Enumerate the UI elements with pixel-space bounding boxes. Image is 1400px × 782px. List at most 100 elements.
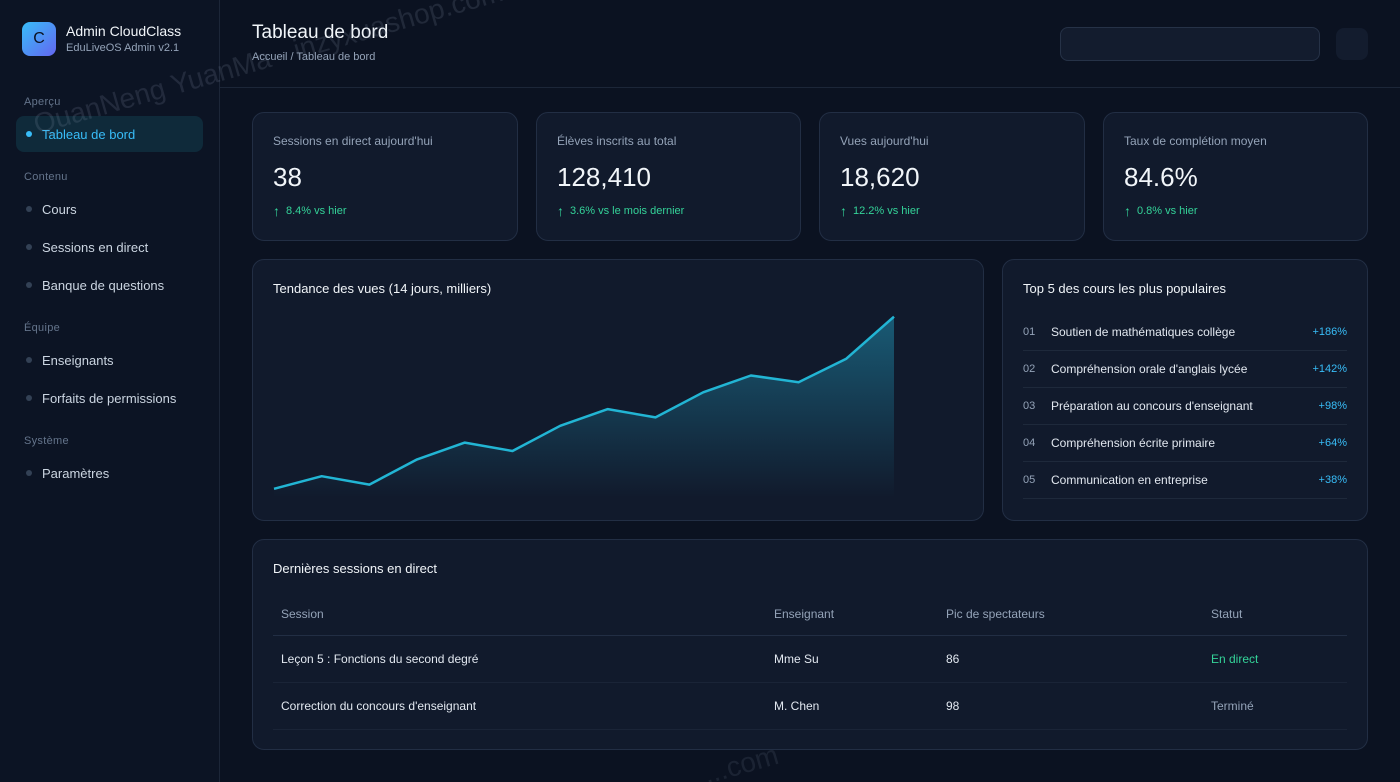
sidebar-item-label: Forfaits de permissions	[42, 390, 177, 406]
sidebar-item-label: Cours	[42, 201, 77, 217]
list-item[interactable]: 02 Compréhension orale d'anglais lycée +…	[1023, 351, 1347, 388]
stat-delta-text: 0.8% vs hier	[1137, 205, 1198, 217]
stat-value: 84.6%	[1124, 162, 1198, 192]
stat-label: Vues aujourd'hui	[840, 134, 929, 148]
nav-dot-icon	[26, 131, 32, 137]
status-badge: Terminé	[1203, 682, 1347, 730]
list-item[interactable]: 01 Soutien de mathématiques collège +186…	[1023, 314, 1347, 351]
sidebar-item-label: Paramètres	[42, 465, 110, 481]
sidebar-item-label: Sessions en direct	[42, 239, 149, 255]
course-growth: +186%	[1312, 326, 1347, 338]
sidebar-item-courses[interactable]: Cours	[16, 191, 203, 227]
stat-label: Taux de complétion moyen	[1124, 134, 1267, 148]
sidebar-item-question-bank[interactable]: Banque de questions	[16, 267, 203, 303]
chart-point	[320, 474, 324, 478]
sidebar-item-live-sessions[interactable]: Sessions en direct	[16, 229, 203, 265]
chart-point	[510, 449, 514, 453]
chart-point	[749, 373, 753, 377]
top-courses-list: 01 Soutien de mathématiques collège +186…	[1023, 314, 1347, 499]
sessions-table: Session Enseignant Pic de spectateurs St…	[273, 594, 1347, 730]
column-header-teacher[interactable]: Enseignant	[766, 594, 938, 636]
chart-point	[558, 424, 562, 428]
chart-point	[606, 407, 610, 411]
nav-dot-icon	[26, 357, 32, 363]
chart-point	[701, 390, 705, 394]
stat-label: Élèves inscrits au total	[557, 134, 677, 148]
course-rank: 05	[1023, 474, 1036, 486]
stat-delta-text: 3.6% vs le mois dernier	[570, 205, 685, 217]
top-courses-title: Top 5 des cours les plus populaires	[1023, 281, 1227, 296]
nav-dot-icon	[26, 244, 32, 250]
course-growth: +64%	[1318, 437, 1347, 449]
brand-logo-icon: C	[22, 22, 56, 56]
stat-card-completion: Taux de complétion moyen 84.6% ↑ 0.8% vs…	[1103, 112, 1368, 241]
page-header: Tableau de bord Accueil / Tableau de bor…	[220, 0, 1400, 88]
nav-dot-icon	[26, 206, 32, 212]
nav-dot-icon	[26, 395, 32, 401]
stat-delta-text: 8.4% vs hier	[286, 205, 347, 217]
stat-delta: ↑ 12.2% vs hier	[840, 203, 920, 219]
sidebar-item-settings[interactable]: Paramètres	[16, 455, 203, 491]
cell-peak: 98	[938, 682, 1203, 730]
arrow-up-icon: ↑	[557, 203, 564, 219]
stat-label: Sessions en direct aujourd'hui	[273, 134, 433, 148]
list-item[interactable]: 03 Préparation au concours d'enseignant …	[1023, 388, 1347, 425]
course-rank: 01	[1023, 326, 1036, 338]
course-name: Soutien de mathématiques collège	[1051, 325, 1236, 339]
chart-point	[415, 457, 419, 461]
column-header-status[interactable]: Statut	[1203, 594, 1347, 636]
chart-point	[463, 441, 467, 445]
cell-teacher: M. Chen	[766, 682, 938, 730]
stat-value: 18,620	[840, 162, 920, 192]
chart-point	[892, 315, 896, 319]
cell-session: Correction du concours d'enseignant	[273, 682, 766, 730]
top-courses-card: Top 5 des cours les plus populaires 01 S…	[1002, 259, 1368, 521]
course-growth: +38%	[1318, 474, 1347, 486]
arrow-up-icon: ↑	[273, 203, 280, 219]
page-title: Tableau de bord	[252, 22, 389, 43]
nav-section-overview: Aperçu	[24, 96, 61, 108]
chart-series-line	[273, 315, 895, 491]
table-row[interactable]: Correction du concours d'enseignant M. C…	[273, 682, 1347, 730]
breadcrumb: Accueil / Tableau de bord	[252, 51, 376, 63]
list-item[interactable]: 05 Communication en entreprise +38%	[1023, 462, 1347, 499]
latest-sessions-card: Dernières sessions en direct Session Ens…	[252, 539, 1368, 750]
stat-value: 128,410	[557, 162, 651, 192]
search-input[interactable]	[1060, 27, 1320, 61]
chart-point	[272, 487, 276, 491]
chart-point	[844, 357, 848, 361]
trend-chart-card: Tendance des vues (14 jours, milliers)	[252, 259, 984, 521]
brand-subtitle: EduLiveOS Admin v2.1	[66, 42, 180, 54]
column-header-peak[interactable]: Pic de spectateurs	[938, 594, 1203, 636]
brand-text: Admin CloudClass EduLiveOS Admin v2.1	[66, 22, 181, 56]
course-rank: 03	[1023, 400, 1036, 412]
course-name: Compréhension orale d'anglais lycée	[1051, 362, 1248, 376]
table-row[interactable]: Leçon 5 : Fonctions du second degré Mme …	[273, 635, 1347, 683]
sidebar-item-label: Banque de questions	[42, 277, 165, 293]
sidebar-item-dashboard[interactable]: Tableau de bord	[16, 116, 203, 152]
stat-card-views: Vues aujourd'hui 18,620 ↑ 12.2% vs hier	[819, 112, 1085, 241]
cell-peak: 86	[938, 635, 1203, 683]
column-header-session[interactable]: Session	[273, 594, 766, 636]
nav-section-system: Système	[24, 435, 69, 447]
nav-dot-icon	[26, 470, 32, 476]
sidebar-item-permissions[interactable]: Forfaits de permissions	[16, 380, 203, 416]
sidebar-item-teachers[interactable]: Enseignants	[16, 342, 203, 378]
stat-delta: ↑ 0.8% vs hier	[1124, 203, 1198, 219]
trend-chart	[272, 315, 896, 498]
course-growth: +142%	[1312, 363, 1347, 375]
nav-section-content: Contenu	[24, 171, 68, 183]
stat-value: 38	[273, 162, 302, 192]
course-name: Communication en entreprise	[1051, 473, 1208, 487]
arrow-up-icon: ↑	[1124, 203, 1131, 219]
notification-button[interactable]	[1336, 28, 1368, 60]
chart-point	[367, 483, 371, 487]
chart-area-fill	[274, 316, 894, 498]
sidebar-item-label: Enseignants	[42, 352, 114, 368]
course-name: Compréhension écrite primaire	[1051, 436, 1216, 450]
stat-delta: ↑ 3.6% vs le mois dernier	[557, 203, 684, 219]
course-name: Préparation au concours d'enseignant	[1051, 399, 1253, 413]
latest-sessions-title: Dernières sessions en direct	[273, 561, 438, 576]
list-item[interactable]: 04 Compréhension écrite primaire +64%	[1023, 425, 1347, 462]
trend-chart-title: Tendance des vues (14 jours, milliers)	[273, 281, 492, 296]
